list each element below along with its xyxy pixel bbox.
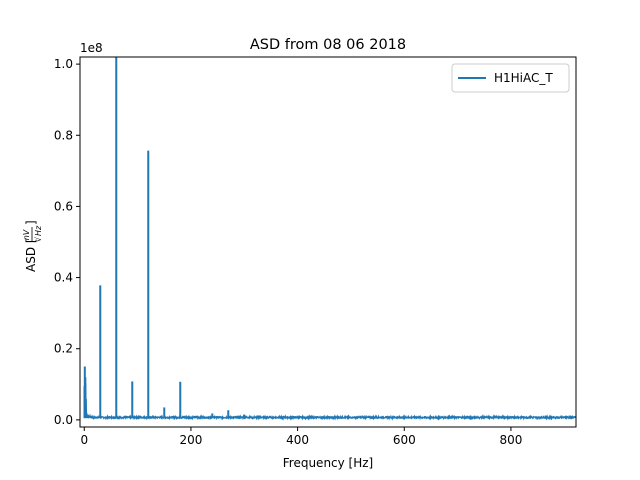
- y-axis-ticks: 0.0 0.2 0.4 0.6 0.8 1.0: [54, 57, 80, 427]
- y-axis-label-numerator: nV: [22, 229, 31, 240]
- y-axis-label: ASD [ nV √ Hz ]: [22, 220, 43, 272]
- y-tick-label: 0.6: [54, 199, 73, 213]
- y-offset-label: 1e8: [80, 41, 103, 55]
- y-tick-label: 0.0: [54, 413, 73, 427]
- x-axis-label: Frequency [Hz]: [283, 456, 374, 470]
- y-axis-label-prefix: ASD [: [24, 238, 38, 272]
- y-tick-label: 0.2: [54, 342, 73, 356]
- x-tick-label: 800: [499, 433, 522, 447]
- legend-label: H1HiAC_T: [494, 71, 553, 85]
- x-tick-label: 400: [286, 433, 309, 447]
- y-tick-label: 0.8: [54, 128, 73, 142]
- x-tick-label: 0: [80, 433, 88, 447]
- plot-frame: [79, 56, 577, 428]
- y-axis-label-sqrt-icon: √: [34, 236, 43, 242]
- legend-box: [451, 63, 570, 93]
- y-axis-label-denominator: Hz: [34, 225, 43, 236]
- chart-title: ASD from 08 06 2018: [250, 37, 406, 53]
- series-group: [83, 57, 576, 421]
- y-tick-label: 0.4: [54, 271, 73, 285]
- y-axis-label-suffix: ]: [24, 220, 38, 225]
- series-line: [83, 380, 576, 421]
- x-tick-label: 200: [179, 433, 202, 447]
- x-tick-label: 600: [393, 433, 416, 447]
- legend: H1HiAC_T: [451, 63, 570, 93]
- x-axis-ticks: 0 200 400 600 800: [80, 427, 522, 447]
- y-tick-label: 1.0: [54, 57, 73, 71]
